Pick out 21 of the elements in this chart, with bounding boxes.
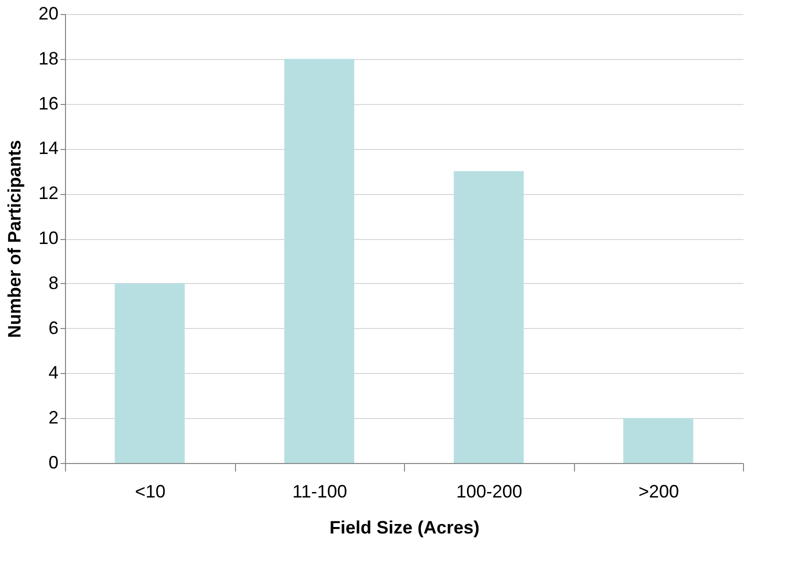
x-tick-label: >200 bbox=[638, 482, 680, 502]
bar bbox=[623, 418, 694, 463]
bar bbox=[454, 171, 524, 463]
y-tick-label: 20 bbox=[38, 4, 58, 24]
bar bbox=[284, 58, 354, 463]
y-tick-label: 10 bbox=[38, 228, 58, 248]
y-tick-label: 18 bbox=[38, 48, 58, 68]
x-axis-title: Field Size (Acres) bbox=[329, 518, 480, 538]
x-tick-label: 100-200 bbox=[456, 482, 522, 502]
y-tick-label: 12 bbox=[38, 183, 58, 204]
x-tick-label: 11-100 bbox=[292, 482, 348, 502]
y-tick-label: 8 bbox=[48, 272, 58, 293]
bar bbox=[114, 283, 185, 463]
y-tick-label: 2 bbox=[48, 408, 58, 428]
y-tick-label: 16 bbox=[38, 93, 58, 114]
y-tick-label: 6 bbox=[48, 318, 58, 338]
y-tick-label: 4 bbox=[48, 362, 58, 383]
y-tick-label: 0 bbox=[48, 452, 58, 472]
y-tick-label: 14 bbox=[38, 138, 58, 158]
x-tick-label: <10 bbox=[134, 482, 166, 502]
y-axis-title: Number of Participants bbox=[4, 140, 24, 338]
